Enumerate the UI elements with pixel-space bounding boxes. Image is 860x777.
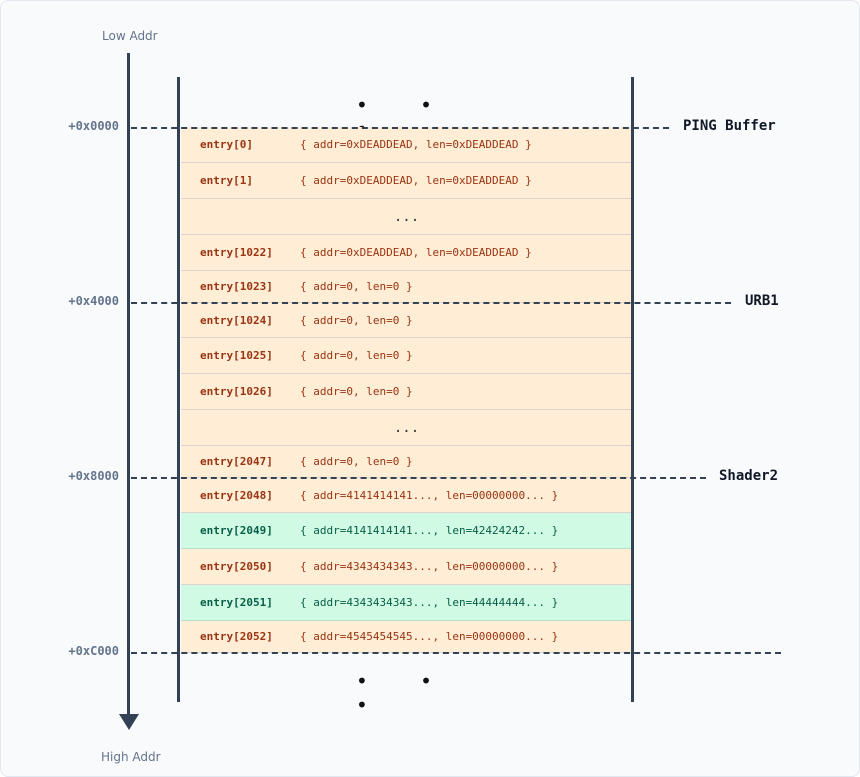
entry-value: { addr=4141414141..., len=42424242... }: [300, 524, 559, 537]
entry-value: { addr=0xDEADDEAD, len=0xDEADDEAD }: [300, 138, 532, 151]
boundary-line: [131, 652, 781, 654]
entry-value: { addr=0, len=0 }: [300, 455, 413, 468]
bottom-ellipsis: • • •: [356, 669, 455, 717]
entry-name: entry[2051]: [200, 596, 273, 609]
table-row: entry[2052] { addr=4545454545..., len=000…: [181, 621, 632, 653]
table-row: entry[0] { addr=0xDEADDEAD, len=0xDEADDEA…: [181, 127, 632, 163]
high-addr-label: High Addr: [101, 750, 161, 764]
entry-name: entry[1023]: [200, 280, 273, 293]
entry-value: ...: [393, 419, 420, 436]
entry-name: entry[2052]: [200, 630, 273, 643]
region-label: URB1: [745, 293, 779, 309]
entry-name: entry[2049]: [200, 524, 273, 537]
table-row: entry[2050] { addr=4343434343..., len=000…: [181, 549, 632, 585]
entry-name: entry[1024]: [200, 313, 273, 327]
ellipsis-row: ...: [181, 199, 632, 235]
boundary-line: [131, 127, 669, 129]
address-axis: [127, 53, 130, 717]
entry-name: entry[2050]: [200, 560, 273, 573]
table-row: entry[2047] { addr=0, len=0 }: [181, 446, 632, 478]
buffer-right-wall: [631, 77, 634, 702]
offset-label: +0xC000: [68, 644, 119, 658]
entry-name: entry[1025]: [200, 349, 273, 362]
table-row: entry[2048] { addr=4141414141..., len=000…: [181, 478, 632, 513]
entry-name: entry[2047]: [200, 455, 273, 468]
table-row: entry[1023] { addr=0, len=0 }: [181, 271, 632, 303]
arrow-down-icon: [119, 714, 139, 730]
boundary-line: [131, 302, 731, 304]
entry-value: { addr=0xDEADDEAD, len=0xDEADDEAD }: [300, 174, 532, 187]
low-addr-label: Low Addr: [102, 29, 158, 43]
table-row: entry[2051] { addr=4343434343..., len=444…: [181, 585, 632, 621]
entry-value: { addr=4343434343..., len=44444444... }: [300, 596, 559, 609]
entry-value: { addr=4343434343..., len=00000000... }: [300, 560, 559, 573]
entry-value: { addr=4141414141..., len=00000000... }: [300, 488, 559, 502]
entry-value: { addr=0, len=0 }: [300, 349, 413, 362]
region-label: Shader2: [719, 468, 779, 484]
table-row: entry[1026] { addr=0, len=0 }: [181, 374, 632, 410]
table-row: entry[2049] { addr=4141414141..., len=424…: [181, 513, 632, 549]
ellipsis-row: ...: [181, 410, 632, 446]
offset-label: +0x8000: [68, 469, 119, 483]
table-row: entry[1022] { addr=0xDEADDEAD, len=0xDEAD…: [181, 235, 632, 271]
entry-value: { addr=4545454545..., len=00000000... }: [300, 630, 559, 643]
entry-value: ...: [393, 208, 420, 225]
boundary-line: [131, 477, 706, 479]
entry-value: { addr=0, len=0 }: [300, 385, 413, 398]
entry-name: entry[1026]: [200, 385, 273, 398]
table-row: entry[1024] { addr=0, len=0 }: [181, 303, 632, 338]
entry-value: { addr=0xDEADDEAD, len=0xDEADDEAD }: [300, 246, 532, 259]
region-label: PING Buffer: [683, 118, 776, 134]
buffer-left-wall: [177, 77, 180, 702]
table-row: entry[1] { addr=0xDEADDEAD, len=0xDEADDEA…: [181, 163, 632, 199]
offset-label: +0x4000: [68, 294, 119, 308]
table-row: entry[1025] { addr=0, len=0 }: [181, 338, 632, 374]
entry-value: { addr=0, len=0 }: [300, 313, 413, 327]
entry-name: entry[0]: [200, 138, 253, 151]
offset-label: +0x0000: [68, 119, 119, 133]
entry-name: entry[1]: [200, 174, 253, 187]
entry-name: entry[2048]: [200, 488, 273, 502]
entry-value: { addr=0, len=0 }: [300, 280, 413, 293]
entry-name: entry[1022]: [200, 246, 273, 259]
